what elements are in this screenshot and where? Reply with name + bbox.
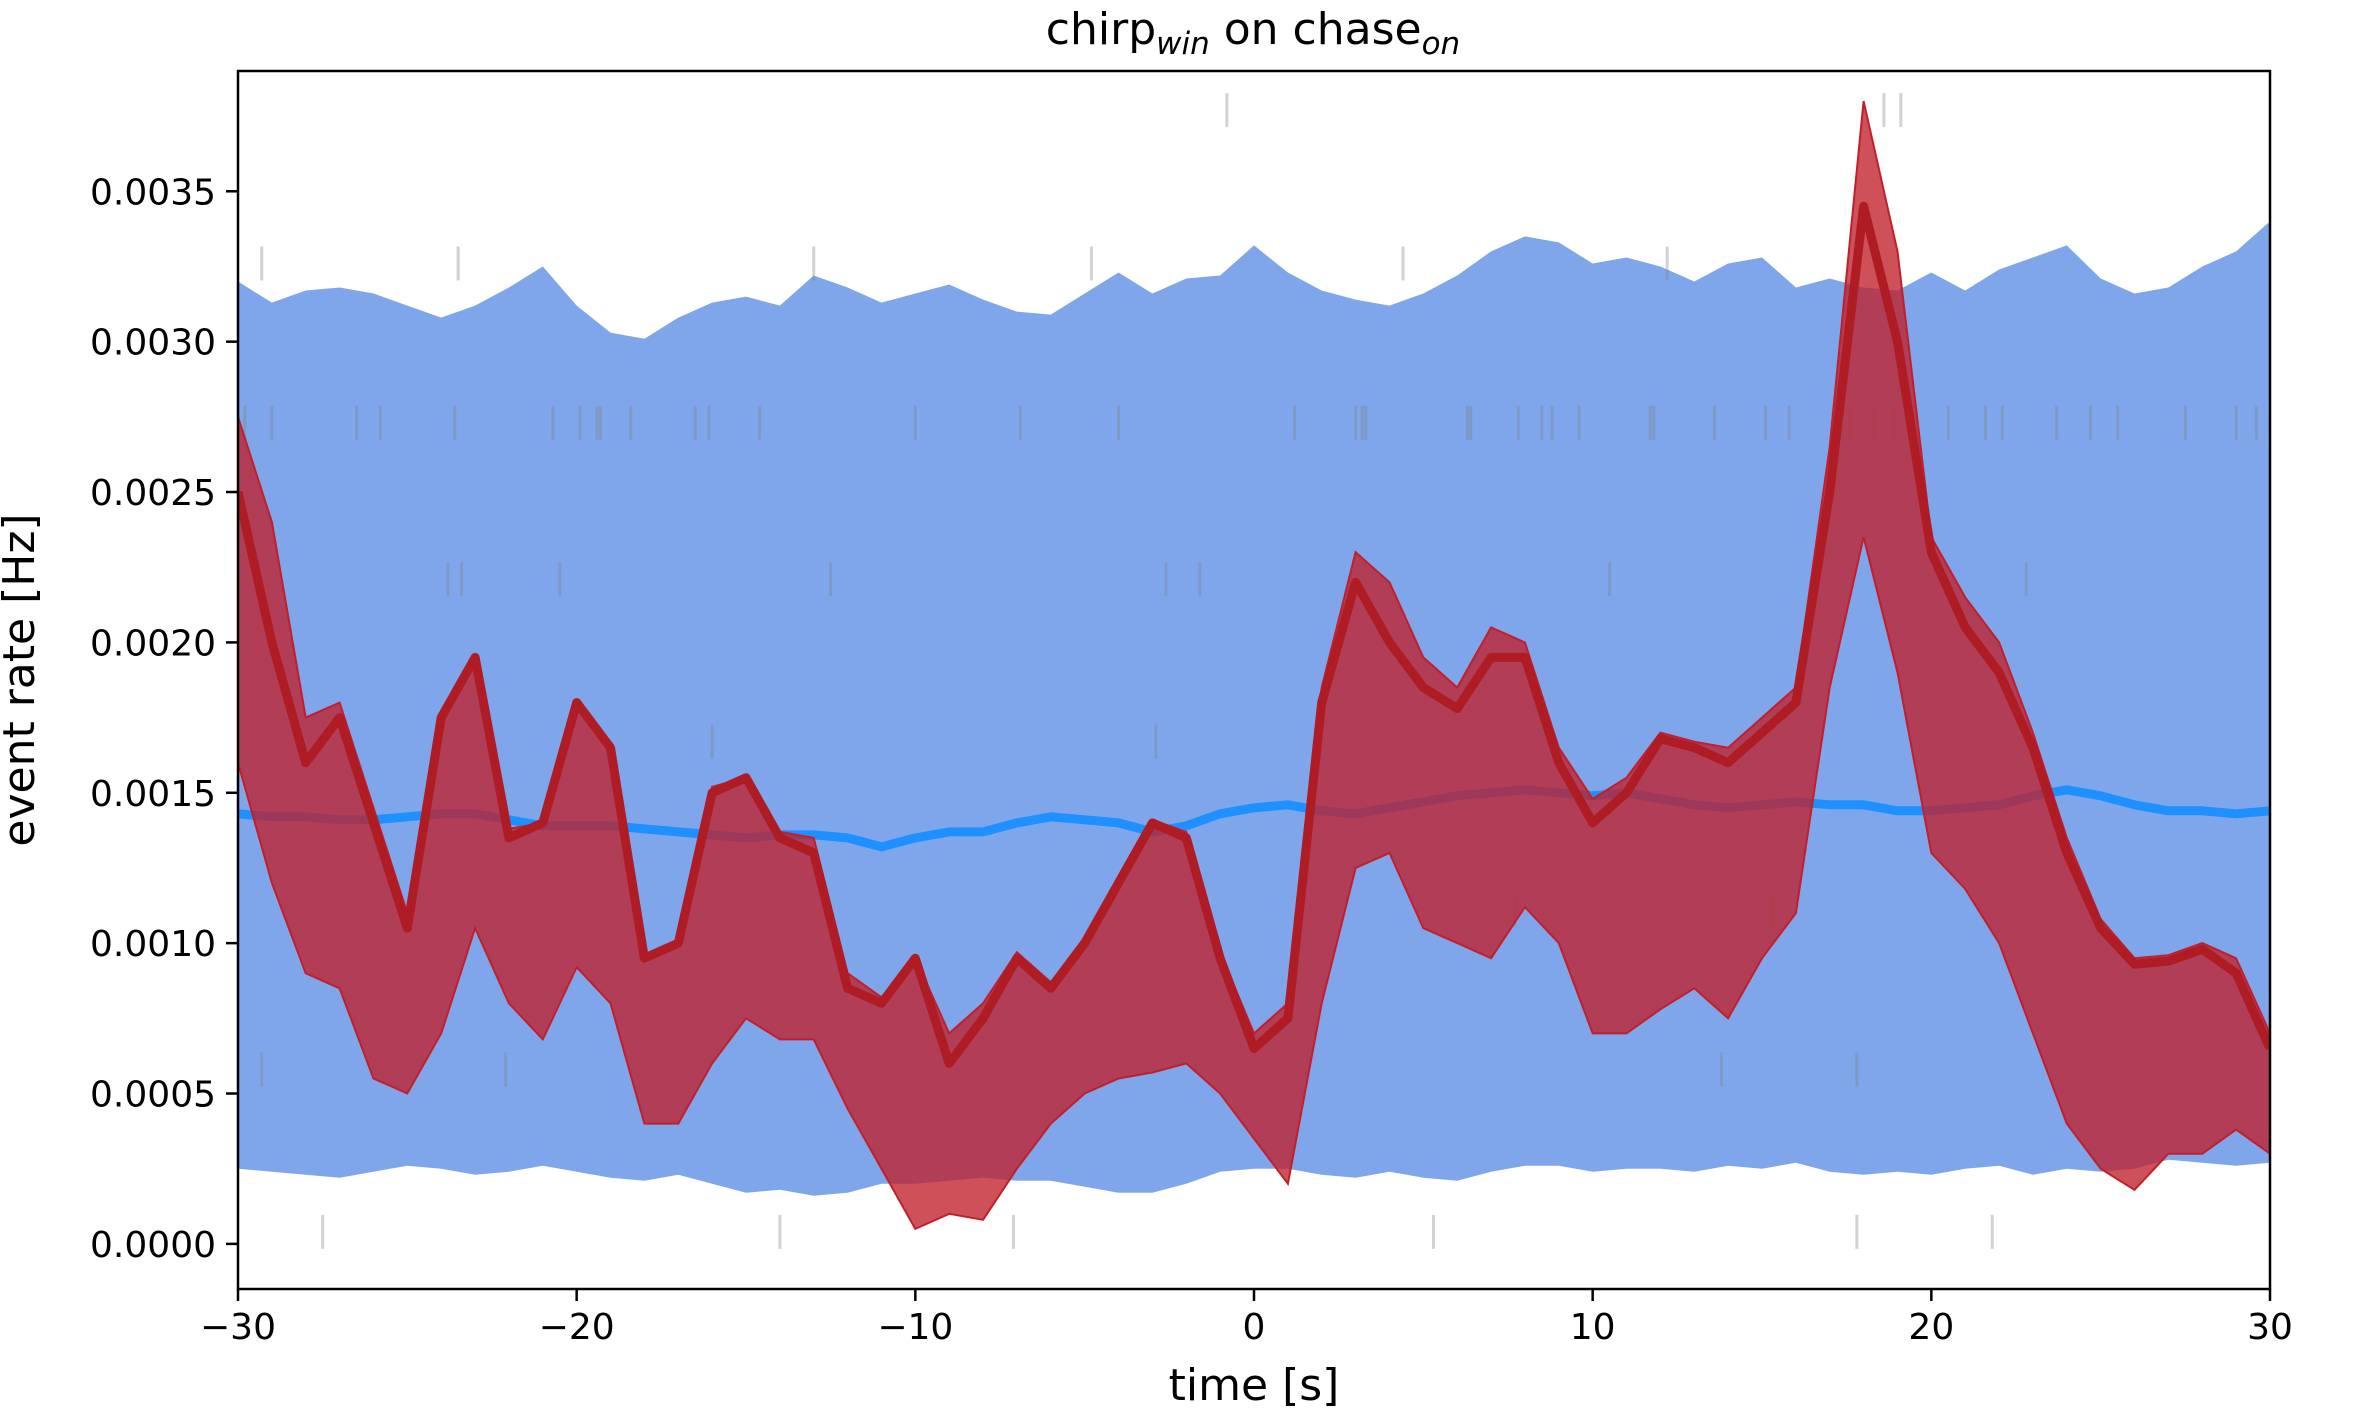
y-tick-label: 0.0030 — [90, 323, 216, 364]
x-tick-label: 10 — [1570, 1307, 1616, 1348]
x-axis: −30 −20 −10 0 10 20 30 — [200, 1289, 2293, 1348]
y-tick-label: 0.0025 — [90, 473, 216, 514]
x-axis-label: time [s] — [1169, 1360, 1340, 1411]
title-end-subscript: on — [1422, 26, 1461, 62]
y-tick-label: 0.0000 — [90, 1225, 216, 1266]
plot-area — [238, 93, 2270, 1249]
observed-mean-line — [238, 201, 2270, 1068]
x-tick-label: −20 — [539, 1307, 615, 1348]
x-tick-label: −10 — [877, 1307, 953, 1348]
x-tick-label: 0 — [1243, 1307, 1266, 1348]
x-tick-label: 30 — [2247, 1307, 2293, 1348]
x-tick-label: −30 — [200, 1307, 276, 1348]
chart-title: chirpwin on chaseon — [1046, 4, 1460, 62]
y-tick-label: 0.0035 — [90, 172, 216, 213]
title-middle: on chase — [1210, 4, 1422, 55]
y-axis: 0.0000 0.0005 0.0010 0.0015 0.0020 0.0025 0.00… — [90, 172, 238, 1266]
y-tick-label: 0.0005 — [90, 1075, 216, 1116]
x-tick-label: 20 — [1908, 1307, 1954, 1348]
y-axis-label: event rate [Hz] — [0, 513, 45, 846]
y-tick-label: 0.0010 — [90, 924, 216, 965]
title-main-subscript: win — [1156, 26, 1210, 62]
svg-text:chirpwin on chaseon: chirpwin on chaseon — [1046, 4, 1460, 62]
y-tick-label: 0.0015 — [90, 774, 216, 815]
title-main: chirp — [1046, 4, 1156, 55]
y-tick-label: 0.0020 — [90, 623, 216, 664]
